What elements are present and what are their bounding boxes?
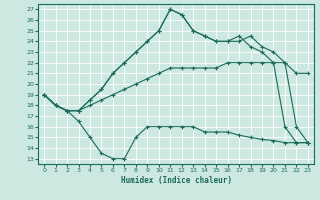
X-axis label: Humidex (Indice chaleur): Humidex (Indice chaleur) xyxy=(121,176,231,185)
